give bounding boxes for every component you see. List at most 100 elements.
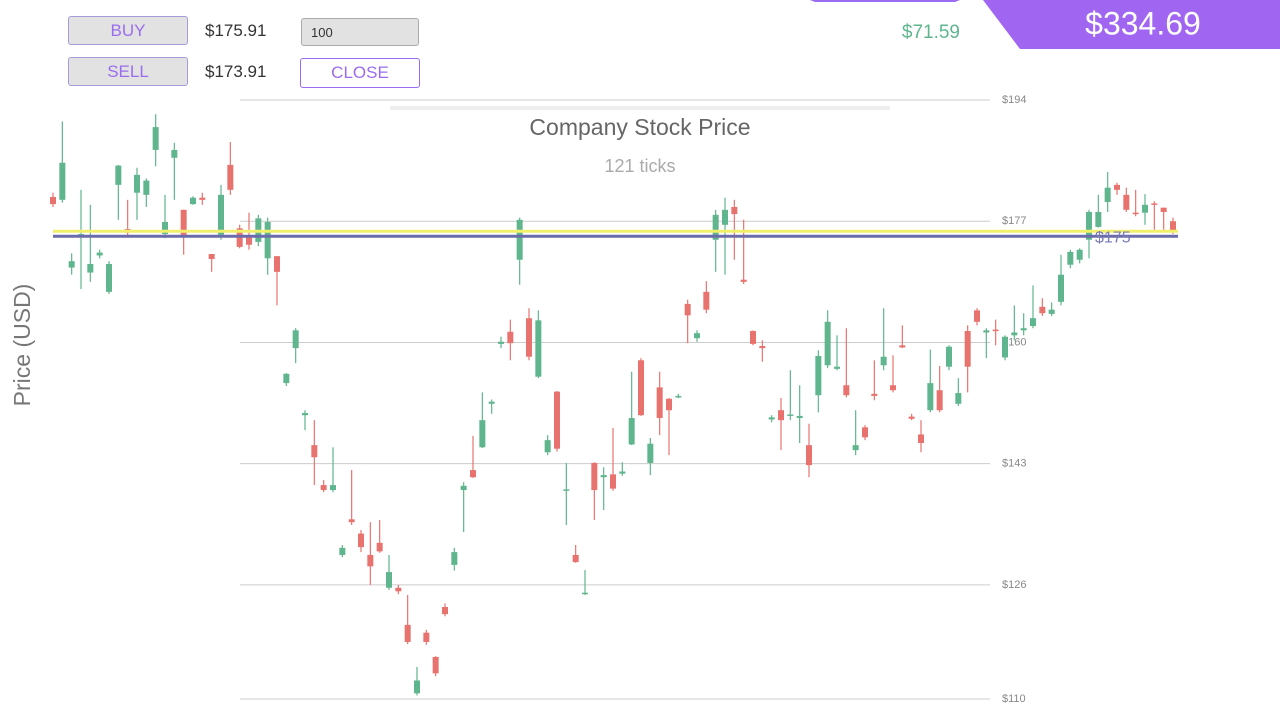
candle-body: [694, 333, 700, 339]
candle-body: [115, 165, 122, 185]
candle-body: [386, 572, 392, 588]
candle-body: [628, 418, 635, 445]
candle-body: [507, 331, 514, 344]
candle-body: [414, 680, 420, 694]
candle-body: [554, 391, 560, 449]
candle-body: [647, 443, 654, 463]
sell-button[interactable]: SELL: [68, 57, 188, 86]
candle-body: [227, 164, 234, 190]
candle-body: [208, 254, 215, 260]
candle-body: [50, 196, 56, 205]
candle-body: [563, 489, 570, 491]
candle-body: [666, 398, 672, 411]
candle-body: [1058, 274, 1064, 302]
candle-body: [843, 385, 850, 396]
candle-body: [274, 256, 280, 272]
candle-body: [582, 592, 588, 595]
y-tick-label: $177: [1002, 215, 1026, 227]
candle-body: [87, 264, 94, 273]
candle-body: [544, 440, 551, 453]
candle-body: [806, 445, 812, 466]
candle-body: [815, 356, 822, 396]
candle-body: [834, 366, 840, 369]
candle-body: [264, 221, 271, 259]
candle-body: [787, 414, 794, 416]
y-tick-label: $194: [1002, 94, 1026, 106]
candle-body: [927, 383, 934, 411]
candle-body: [526, 318, 532, 357]
y-tick-label: $110: [1002, 693, 1026, 705]
candle-body: [572, 554, 579, 563]
candle-body: [684, 303, 691, 316]
candle-body: [712, 214, 719, 240]
candle-body: [1160, 207, 1167, 212]
candle-body: [432, 656, 439, 674]
candle-body: [852, 445, 859, 451]
candle-body: [1095, 211, 1102, 227]
candle-body: [1030, 318, 1036, 327]
candle-body: [190, 197, 196, 205]
y-tick-label: $126: [1002, 579, 1026, 591]
buy-button[interactable]: BUY: [68, 16, 188, 45]
candle-body: [367, 554, 374, 567]
candle-body: [1132, 212, 1139, 215]
candle-body: [423, 632, 430, 642]
candle-body: [1002, 336, 1008, 358]
candle-body: [656, 387, 663, 419]
candle-body: [1039, 306, 1046, 314]
candle-body: [946, 346, 952, 367]
chart-subtitle: 121 ticks: [604, 156, 675, 176]
candle-body: [479, 420, 486, 448]
candle-body: [1011, 332, 1018, 336]
candle-body: [330, 485, 336, 491]
candle-body: [862, 427, 868, 438]
candle-body: [498, 341, 504, 344]
candle-body: [302, 413, 308, 416]
candle-body: [638, 360, 644, 416]
candle-body: [796, 415, 803, 419]
candle-body: [890, 385, 896, 391]
candle-body: [162, 221, 168, 235]
candle-body: [778, 410, 784, 421]
candle-body: [824, 321, 831, 366]
candle-body: [964, 331, 971, 367]
candle-body: [955, 393, 962, 404]
sell-price: $173.91: [205, 62, 267, 81]
candle-body: [488, 401, 495, 404]
candle-body: [1123, 194, 1130, 210]
title-bar: [390, 106, 890, 110]
candle-body: [591, 462, 598, 491]
candle-body: [871, 393, 878, 396]
top-button-edge: [810, 0, 960, 2]
candle-body: [143, 180, 150, 195]
candle-body: [740, 279, 747, 282]
candle-body: [703, 291, 710, 310]
candle-body: [600, 475, 607, 478]
candle-body: [320, 485, 327, 491]
candle-body: [404, 624, 411, 642]
chart-title: Company Stock Price: [529, 114, 750, 140]
candle-body: [535, 320, 542, 377]
candle-body: [1151, 203, 1158, 205]
candle-body: [218, 194, 224, 235]
candle-body: [442, 607, 448, 615]
y-axis-label: Price (USD): [9, 284, 35, 407]
candle-body: [936, 390, 943, 411]
candle-body: [348, 519, 355, 523]
candle-body: [470, 470, 476, 478]
candle-body: [1067, 251, 1074, 265]
candle-body: [675, 395, 682, 398]
candle-body: [759, 346, 766, 349]
quantity-input[interactable]: 100: [301, 18, 419, 46]
candle-body: [1048, 309, 1055, 314]
candle-body: [395, 587, 402, 592]
candle-body: [974, 310, 980, 322]
candle-body: [731, 206, 738, 215]
candle-body: [1086, 211, 1092, 240]
candle-body: [722, 209, 728, 225]
close-button[interactable]: CLOSE: [300, 58, 420, 88]
candle-body: [908, 416, 915, 419]
candle-body: [292, 330, 299, 349]
